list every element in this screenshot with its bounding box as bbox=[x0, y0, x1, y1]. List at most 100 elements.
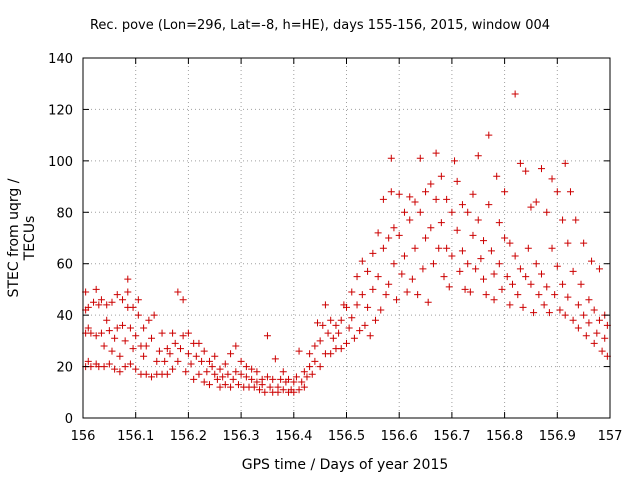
data-point bbox=[203, 368, 211, 376]
data-point bbox=[84, 324, 92, 332]
data-point bbox=[469, 231, 477, 239]
data-point bbox=[561, 311, 569, 319]
data-point bbox=[227, 383, 235, 391]
data-point bbox=[385, 280, 393, 288]
data-point bbox=[553, 262, 561, 270]
grid-lines bbox=[83, 58, 610, 418]
data-point bbox=[361, 321, 369, 329]
data-point bbox=[358, 291, 366, 299]
data-point bbox=[219, 373, 227, 381]
data-point bbox=[92, 285, 100, 293]
data-point bbox=[266, 383, 274, 391]
data-point bbox=[456, 267, 464, 275]
data-point bbox=[295, 347, 303, 355]
data-point bbox=[221, 381, 229, 389]
data-point bbox=[406, 193, 414, 201]
data-point bbox=[501, 188, 509, 196]
data-point bbox=[316, 337, 324, 345]
data-point bbox=[509, 280, 517, 288]
data-point bbox=[213, 375, 221, 383]
data-point bbox=[171, 339, 179, 347]
data-point bbox=[121, 363, 129, 371]
data-point bbox=[142, 342, 150, 350]
data-point bbox=[590, 306, 598, 314]
y-tick-label: 100 bbox=[48, 155, 73, 170]
data-point bbox=[485, 131, 493, 139]
data-point bbox=[190, 375, 198, 383]
data-point bbox=[443, 195, 451, 203]
chart-title: Rec. pove (Lon=296, Lat=-8, h=HE), days … bbox=[89, 18, 551, 33]
data-point bbox=[435, 244, 443, 252]
data-point bbox=[84, 357, 92, 365]
data-point bbox=[498, 285, 506, 293]
data-point bbox=[126, 360, 134, 368]
data-point bbox=[332, 321, 340, 329]
data-point bbox=[292, 373, 300, 381]
x-tick-label: 156.2 bbox=[170, 429, 207, 444]
data-point bbox=[390, 224, 398, 232]
data-point bbox=[163, 345, 171, 353]
data-point bbox=[224, 370, 232, 378]
data-point bbox=[277, 375, 285, 383]
data-point bbox=[311, 342, 319, 350]
data-point bbox=[179, 332, 187, 340]
data-point bbox=[195, 339, 203, 347]
data-point bbox=[530, 309, 538, 317]
data-point bbox=[527, 280, 535, 288]
data-point bbox=[535, 291, 543, 299]
data-point bbox=[279, 368, 287, 376]
data-point bbox=[595, 316, 603, 324]
data-point bbox=[448, 208, 456, 216]
data-point bbox=[111, 334, 119, 342]
data-point bbox=[316, 363, 324, 371]
x-tick-label: 156.4 bbox=[275, 429, 312, 444]
data-point bbox=[108, 347, 116, 355]
data-point bbox=[261, 388, 269, 396]
axis-ticks: 156 156.1 156.2 156.3 156.4 156.5 156.6 156.7 15… bbox=[48, 52, 622, 444]
data-point bbox=[311, 357, 319, 365]
data-point bbox=[263, 332, 271, 340]
data-point bbox=[242, 373, 250, 381]
data-point bbox=[126, 324, 134, 332]
data-point bbox=[227, 350, 235, 358]
data-point bbox=[205, 357, 213, 365]
data-point bbox=[84, 303, 92, 311]
data-point bbox=[493, 172, 501, 180]
data-point bbox=[495, 219, 503, 227]
data-point bbox=[343, 303, 350, 311]
data-point bbox=[148, 373, 156, 381]
data-point bbox=[511, 252, 519, 260]
data-point bbox=[387, 188, 395, 196]
data-point bbox=[582, 332, 590, 340]
data-point bbox=[411, 198, 419, 206]
data-point bbox=[205, 381, 213, 389]
x-tick-label: 156.7 bbox=[433, 429, 470, 444]
data-point bbox=[408, 275, 416, 283]
data-point bbox=[176, 345, 184, 353]
x-tick-label: 156.3 bbox=[222, 429, 259, 444]
data-point bbox=[540, 301, 548, 309]
data-point bbox=[556, 306, 564, 314]
data-point bbox=[182, 368, 190, 376]
data-point bbox=[229, 375, 237, 383]
data-point bbox=[300, 368, 308, 376]
data-point bbox=[395, 190, 403, 198]
data-point bbox=[364, 267, 372, 275]
data-points bbox=[82, 90, 611, 396]
data-point bbox=[580, 239, 588, 247]
y-tick-label: 80 bbox=[56, 206, 73, 221]
data-point bbox=[242, 363, 250, 371]
data-point bbox=[353, 301, 361, 309]
data-point bbox=[374, 273, 382, 281]
data-point bbox=[369, 285, 377, 293]
data-point bbox=[511, 90, 519, 98]
data-point bbox=[559, 216, 567, 224]
y-tick-label: 40 bbox=[56, 309, 73, 324]
data-point bbox=[400, 208, 408, 216]
data-point bbox=[464, 260, 472, 268]
data-point bbox=[111, 365, 119, 373]
data-point bbox=[216, 383, 224, 391]
data-point bbox=[92, 332, 100, 340]
data-point bbox=[366, 332, 374, 340]
data-point bbox=[585, 319, 593, 327]
